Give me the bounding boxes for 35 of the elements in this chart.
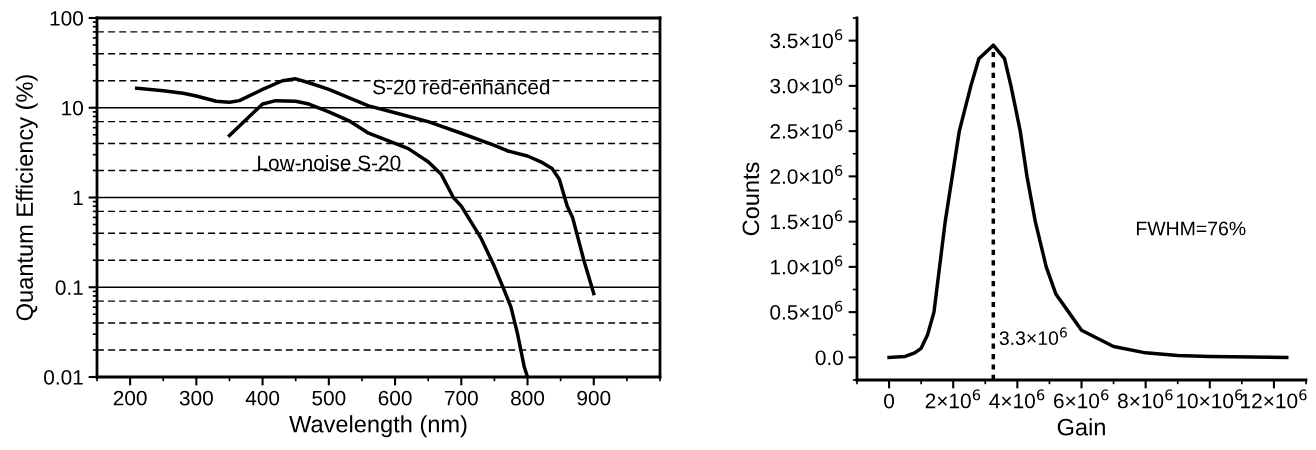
x-tick-label: 4×10$^{6}$ bbox=[989, 389, 1045, 409]
y-tick-label: 0.01 bbox=[44, 370, 83, 385]
y-tick-label: 100 bbox=[50, 11, 83, 26]
y-tick-label: 1.5×10$^{6}$ bbox=[771, 210, 843, 230]
x-axis-title: Gain bbox=[1057, 418, 1105, 436]
y-tick-label: 3.0×10$^{6}$ bbox=[770, 74, 843, 94]
x-tick-label: 600 bbox=[378, 390, 412, 406]
y-tick-label: 0.1 bbox=[55, 280, 83, 295]
x-tick-label: 8×10$^{6}$ bbox=[1118, 389, 1173, 409]
x-tick-label: 400 bbox=[245, 390, 280, 406]
x-tick-label: 700 bbox=[444, 390, 478, 406]
y-tick-label: 0.0 bbox=[815, 350, 843, 366]
x-tick-label: 800 bbox=[511, 390, 545, 406]
y-axis-title: Quantum Efficiency (%) bbox=[15, 75, 38, 321]
annotation: FWHM=76% bbox=[1136, 221, 1246, 236]
y-tick-label: 10 bbox=[62, 100, 83, 116]
y-tick-label: 1.0×10$^{6}$ bbox=[771, 255, 843, 275]
x-tick-label: 300 bbox=[179, 390, 213, 406]
x-tick-label: 200 bbox=[113, 390, 147, 406]
x-tick-label: 6×10$^{6}$ bbox=[1054, 389, 1109, 409]
series-label: Low-noise S-20 bbox=[258, 154, 401, 171]
x-tick-label: 2×10$^{6}$ bbox=[925, 389, 981, 409]
x-tick-label: 900 bbox=[577, 390, 611, 406]
x-axis-title: Wavelength (nm) bbox=[289, 415, 467, 438]
y-axis-title: Counts bbox=[742, 162, 760, 236]
x-tick-label: 0 bbox=[884, 393, 895, 409]
y-tick-label: 1 bbox=[73, 190, 83, 206]
x-tick-label: 12×10$^{6}$ bbox=[1241, 389, 1307, 409]
x-tick-label: 500 bbox=[312, 390, 346, 406]
y-tick-label: 2.5×10$^{6}$ bbox=[770, 119, 843, 139]
y-tick-label: 0.5×10$^{6}$ bbox=[770, 300, 843, 320]
line-series bbox=[887, 43, 1289, 360]
y-tick-label: 3.5×10$^{6}$ bbox=[770, 29, 843, 49]
y-tick-label: 2.0×10$^{6}$ bbox=[770, 164, 843, 184]
ref-line-label: 3.3×10$^{6}$ bbox=[999, 327, 1067, 346]
